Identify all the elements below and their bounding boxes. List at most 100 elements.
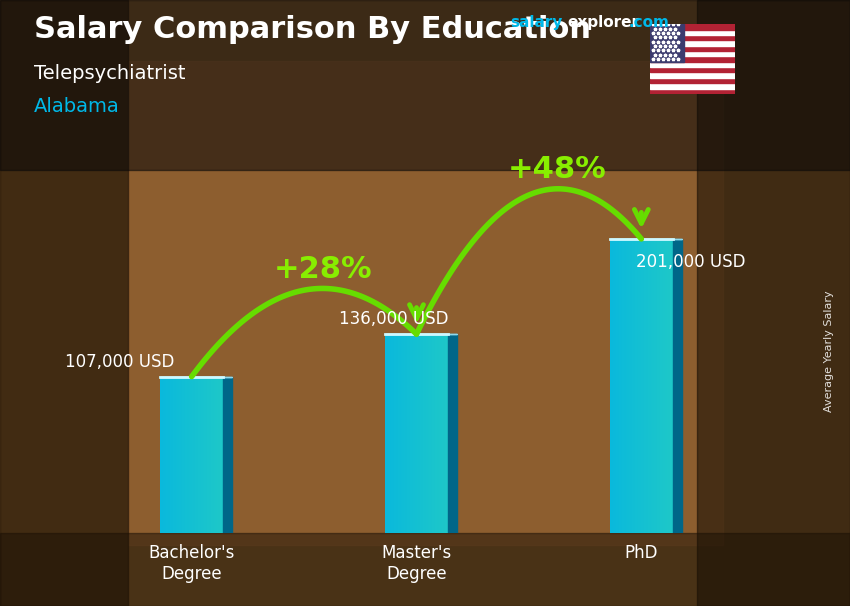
Bar (650, 56, 735, 62)
Bar (213, 376, 215, 533)
Bar (616, 239, 618, 533)
Bar (443, 334, 445, 533)
Bar (202, 376, 204, 533)
Bar (402, 334, 404, 533)
Text: Telepsychiatrist: Telepsychiatrist (34, 64, 185, 82)
Text: +48%: +48% (508, 155, 607, 184)
Bar (222, 376, 224, 533)
Text: 136,000 USD: 136,000 USD (339, 310, 449, 328)
Bar (613, 239, 615, 533)
Bar (652, 239, 654, 533)
Bar (440, 334, 442, 533)
Bar (429, 334, 431, 533)
Bar (640, 239, 642, 533)
Bar (665, 239, 666, 533)
Bar (212, 376, 213, 533)
Bar (393, 334, 394, 533)
Bar (184, 376, 185, 533)
Bar (638, 239, 640, 533)
Bar (650, 35, 735, 41)
Text: .com: .com (629, 15, 670, 30)
Bar (128, 61, 722, 545)
Bar (187, 376, 189, 533)
Bar (422, 334, 424, 533)
Bar (0, 0, 850, 170)
Bar (446, 334, 448, 533)
Bar (437, 334, 439, 533)
Bar (167, 376, 168, 533)
Bar (420, 334, 422, 533)
Bar (615, 239, 616, 533)
Bar (637, 239, 638, 533)
Bar (179, 376, 181, 533)
Bar (650, 45, 735, 51)
Bar (445, 334, 446, 533)
Text: Salary Comparison By Education: Salary Comparison By Education (34, 15, 591, 44)
Bar (631, 239, 632, 533)
Bar (635, 239, 637, 533)
Bar (648, 239, 649, 533)
Bar (657, 239, 659, 533)
Bar (650, 67, 735, 73)
Bar (198, 376, 200, 533)
Bar (418, 334, 420, 533)
Bar (178, 376, 179, 533)
Bar (626, 239, 627, 533)
Bar (433, 334, 434, 533)
Bar (643, 239, 644, 533)
Text: salary: salary (510, 15, 563, 30)
Bar (632, 239, 633, 533)
Bar (622, 239, 624, 533)
Bar (620, 239, 622, 533)
Bar (195, 376, 196, 533)
Bar (428, 334, 429, 533)
Bar (439, 334, 440, 533)
Bar (644, 239, 646, 533)
Bar (426, 334, 428, 533)
Bar (404, 334, 405, 533)
Bar (654, 239, 655, 533)
Bar (0, 533, 850, 606)
Bar (660, 239, 662, 533)
Text: 201,000 USD: 201,000 USD (636, 253, 745, 271)
Bar (398, 334, 399, 533)
Bar (650, 62, 735, 67)
Bar (394, 334, 396, 533)
Text: 107,000 USD: 107,000 USD (65, 353, 174, 371)
Bar (0, 0, 128, 606)
Bar (387, 334, 388, 533)
Bar (649, 239, 651, 533)
Bar (400, 334, 402, 533)
Bar (651, 239, 652, 533)
Bar (160, 376, 162, 533)
Bar (431, 334, 433, 533)
Text: Average Yearly Salary: Average Yearly Salary (824, 291, 834, 412)
Bar (165, 376, 167, 533)
Bar (663, 239, 665, 533)
Bar (409, 334, 411, 533)
Bar (642, 239, 643, 533)
Bar (220, 376, 222, 533)
Bar (168, 376, 170, 533)
Bar (391, 334, 393, 533)
Bar (215, 376, 217, 533)
Bar (163, 376, 165, 533)
Text: Alabama: Alabama (34, 97, 120, 116)
Bar (633, 239, 635, 533)
Bar (176, 376, 178, 533)
Bar (611, 239, 613, 533)
Bar (655, 239, 657, 533)
Bar (650, 78, 735, 83)
Bar (182, 376, 184, 533)
Bar (217, 376, 218, 533)
Bar (650, 88, 735, 94)
Bar (209, 376, 211, 533)
Bar (609, 239, 611, 533)
Bar (662, 239, 663, 533)
Bar (396, 334, 398, 533)
Bar (618, 239, 620, 533)
Bar (170, 376, 171, 533)
Bar (405, 334, 407, 533)
Bar (411, 334, 413, 533)
Bar (650, 30, 735, 35)
